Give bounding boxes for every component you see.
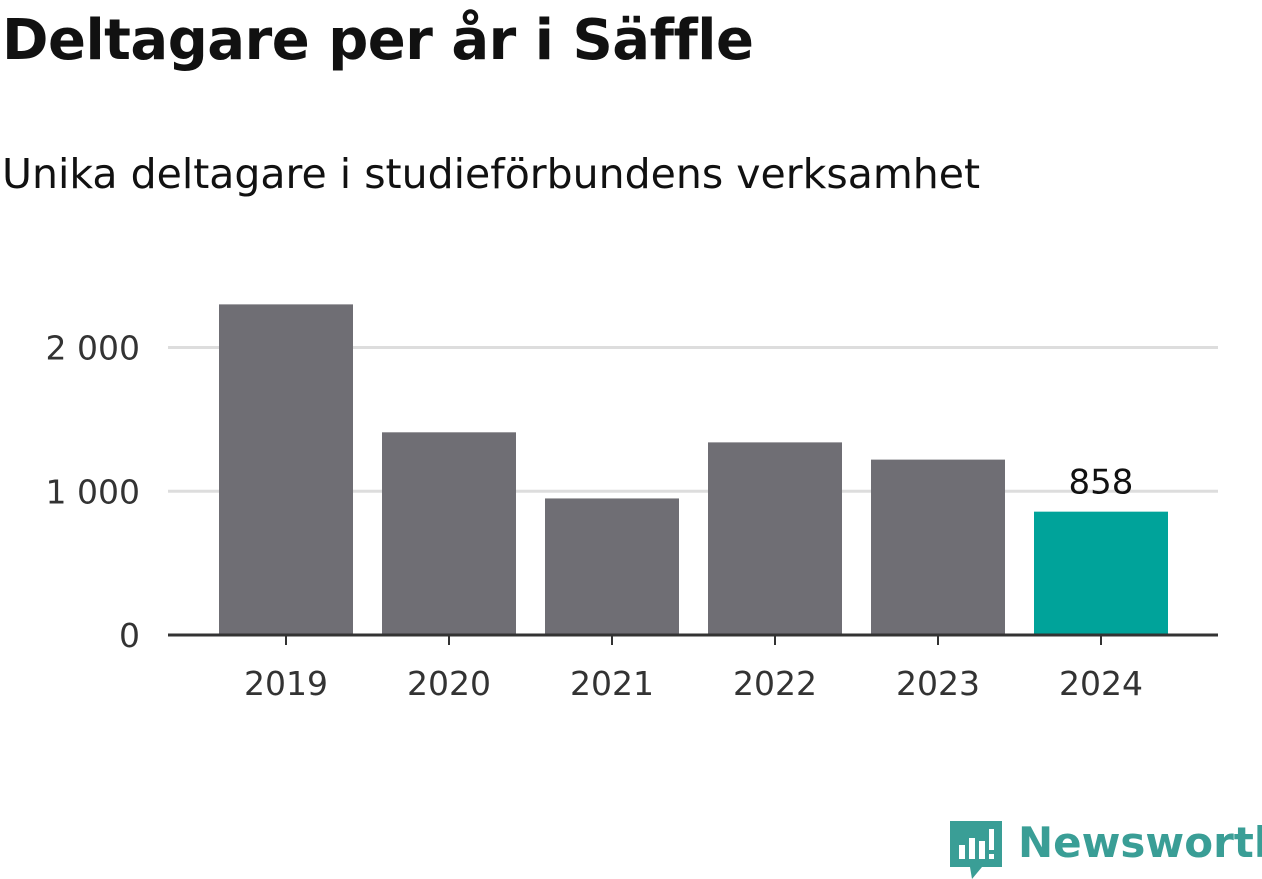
y-tick-label: 2 000 [46, 329, 140, 368]
bar-2023 [871, 459, 1005, 635]
newsworthy-brand: Newsworthy [950, 818, 1262, 879]
x-tick-label: 2024 [1059, 664, 1143, 703]
x-tick-label: 2022 [733, 664, 817, 703]
y-tick-label: 0 [119, 616, 140, 655]
page-title: Deltagare per år i Säffle [2, 8, 754, 73]
labels: 0 1 000 2 000 2019 2020 2021 2022 2023 2024 858 [46, 329, 1143, 704]
x-tick-label: 2019 [244, 664, 328, 703]
page-subtitle: Unika deltagare i studieförbundens verks… [2, 150, 981, 198]
bar-2024 [1034, 511, 1168, 635]
x-tick-label: 2020 [407, 664, 491, 703]
bar-2019 [219, 304, 353, 635]
x-axis [168, 633, 1218, 645]
x-tick-label: 2023 [896, 664, 980, 703]
y-tick-label: 1 000 [46, 472, 140, 511]
bars [219, 304, 1168, 635]
bar-2021 [545, 498, 679, 635]
newsworthy-logo-icon [950, 821, 1002, 879]
x-tick-label: 2021 [570, 664, 654, 703]
bar-2022 [708, 442, 842, 635]
bar-2020 [382, 432, 516, 635]
data-label-2024: 858 [1069, 463, 1134, 503]
newsworthy-brand-name: Newsworthy [1018, 818, 1262, 867]
